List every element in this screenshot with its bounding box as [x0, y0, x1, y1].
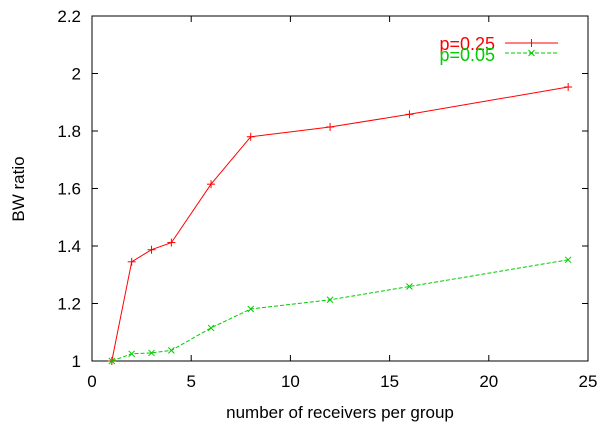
x-tick-label: 15	[380, 372, 399, 391]
plot-frame	[91, 15, 589, 362]
data-point	[207, 180, 216, 189]
legend-marker	[527, 39, 536, 47]
y-tick-label: 2	[72, 65, 81, 84]
x-axis-label: number of receivers per group	[226, 403, 454, 422]
y-axis-ticks: 1 1.2 1.4 1.6 1.8 2 2.2	[57, 7, 588, 371]
data-point	[147, 245, 156, 254]
x-tick-label: 5	[186, 372, 195, 391]
data-point	[168, 347, 175, 354]
x-tick-label: 10	[281, 372, 300, 391]
data-point	[246, 132, 255, 141]
y-tick-label: 1.8	[57, 122, 81, 141]
data-point	[564, 256, 572, 264]
x-tick-label: 20	[479, 372, 498, 391]
legend-marker	[528, 49, 535, 57]
x-tick-label: 25	[579, 372, 598, 391]
data-point	[167, 238, 176, 247]
y-tick-label: 1.4	[57, 237, 81, 256]
legend-label: p=0.05	[439, 45, 495, 65]
x-axis-ticks: 0 5 10 15 20 25	[87, 16, 597, 391]
y-tick-label: 1	[72, 352, 81, 371]
data-point	[405, 110, 414, 119]
series-layer	[107, 83, 573, 365]
data-point	[207, 324, 215, 332]
x-tick-label: 0	[87, 372, 96, 391]
series-line-1	[111, 259, 569, 362]
data-point	[128, 350, 136, 358]
y-axis-label: BW ratio	[9, 156, 28, 221]
legend-label: p=0.25	[439, 34, 495, 54]
data-point	[247, 305, 255, 313]
data-point	[326, 296, 334, 304]
y-tick-label: 1.6	[57, 180, 81, 199]
y-tick-label: 1.2	[57, 295, 81, 314]
series-line-0	[111, 86, 569, 362]
data-point	[127, 257, 136, 266]
data-point	[108, 357, 116, 365]
data-point	[406, 283, 413, 290]
data-point	[148, 349, 155, 357]
legend: p=0.25p=0.05	[439, 34, 558, 65]
data-point	[564, 83, 573, 92]
data-point	[326, 122, 335, 131]
y-tick-label: 2.2	[57, 7, 81, 26]
